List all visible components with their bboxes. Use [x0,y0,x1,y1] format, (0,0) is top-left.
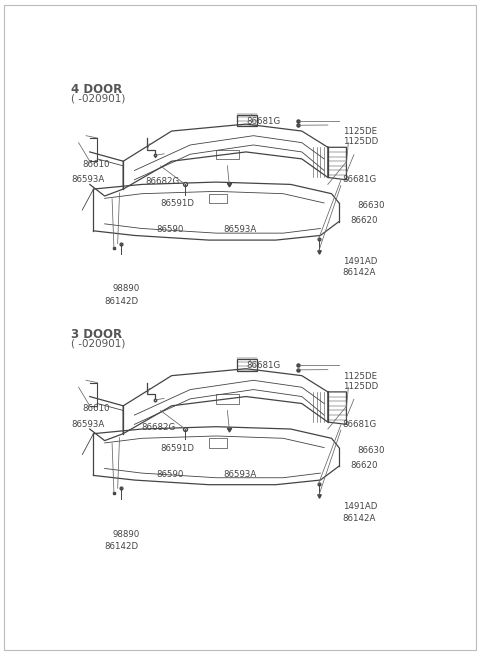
Text: 1491AD: 1491AD [343,257,377,266]
Text: 86620: 86620 [350,216,378,225]
Text: 86590: 86590 [156,225,184,234]
Text: 86610: 86610 [83,404,110,413]
Text: 86591D: 86591D [160,444,194,453]
Text: 1125DE: 1125DE [343,371,377,381]
Bar [209,194,228,203]
Text: 86142D: 86142D [105,297,139,306]
Text: 86593A: 86593A [71,420,105,428]
Text: 86593A: 86593A [71,175,105,184]
Text: 86682G: 86682G [145,178,180,187]
Text: 1125DD: 1125DD [343,137,378,146]
Bar [216,149,239,159]
Text: 86142A: 86142A [343,269,376,277]
Bar [237,115,257,126]
Text: 1125DD: 1125DD [343,382,378,391]
Text: 86682G: 86682G [142,423,176,432]
Text: 86681G: 86681G [343,175,377,184]
Bar [216,394,239,403]
Text: ( -020901): ( -020901) [71,339,126,348]
Text: 86610: 86610 [83,160,110,169]
Text: 86630: 86630 [358,446,385,455]
Text: 86681G: 86681G [246,117,280,126]
Text: 1491AD: 1491AD [343,502,377,511]
Text: 98890: 98890 [112,529,139,538]
Text: 86142A: 86142A [343,514,376,523]
Bar [209,438,228,447]
Text: 86593A: 86593A [224,470,257,479]
Text: 86630: 86630 [358,201,385,210]
Text: 86590: 86590 [156,470,184,479]
Text: ( -020901): ( -020901) [71,94,126,103]
Text: 86681G: 86681G [343,420,377,428]
Text: 4 DOOR: 4 DOOR [71,83,122,96]
Text: 1125DE: 1125DE [343,127,377,136]
Text: 86593A: 86593A [224,225,257,234]
Text: 86620: 86620 [350,461,378,470]
Text: 98890: 98890 [112,284,139,293]
Text: 86142D: 86142D [105,542,139,551]
Bar [237,360,257,371]
Text: 3 DOOR: 3 DOOR [71,328,122,341]
Text: 86591D: 86591D [160,199,194,208]
Text: 86681G: 86681G [246,360,280,369]
